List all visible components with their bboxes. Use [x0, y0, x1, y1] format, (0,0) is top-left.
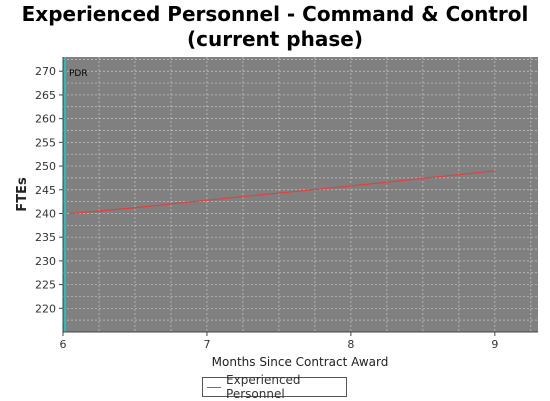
legend: Experienced Personnel	[202, 373, 347, 401]
y-tick-label: 255	[35, 136, 56, 149]
y-tick-label: 245	[35, 184, 56, 197]
y-tick-label: 220	[35, 302, 56, 315]
phase-marker: PDR	[64, 57, 88, 332]
y-tick-label: 250	[35, 160, 56, 173]
pdr-label: PDR	[69, 69, 88, 79]
series-line	[70, 170, 495, 215]
x-tick-label: 7	[203, 338, 210, 351]
x-axis-label: Months Since Contract Award	[212, 355, 389, 369]
plot-area	[63, 57, 538, 332]
x-tick-label: 8	[347, 338, 354, 351]
chart-title: Experienced Personnel - Command & Contro…	[0, 2, 550, 52]
y-tick-label: 240	[35, 207, 56, 220]
y-tick-label: 265	[35, 89, 56, 102]
axes: 6 7 8 9 220 225 230 235 240 245 250 255 260 265 270	[35, 57, 538, 351]
y-tick-label: 225	[35, 279, 56, 292]
x-tick-label: 9	[491, 338, 498, 351]
chart-title-line2: (current phase)	[187, 27, 363, 51]
y-tick-label: 270	[35, 65, 56, 78]
y-axis-label: FTEs	[15, 177, 30, 212]
x-tick-label: 6	[60, 338, 67, 351]
series-layer	[70, 170, 495, 215]
chart-title-line1: Experienced Personnel - Command & Contro…	[21, 2, 529, 26]
y-tick-label: 235	[35, 231, 56, 244]
y-tick-label: 260	[35, 113, 56, 126]
legend-swatch	[207, 386, 222, 388]
grid-lines	[62, 57, 538, 332]
legend-label: Experienced Personnel	[226, 373, 301, 401]
y-tick-label: 230	[35, 255, 56, 268]
